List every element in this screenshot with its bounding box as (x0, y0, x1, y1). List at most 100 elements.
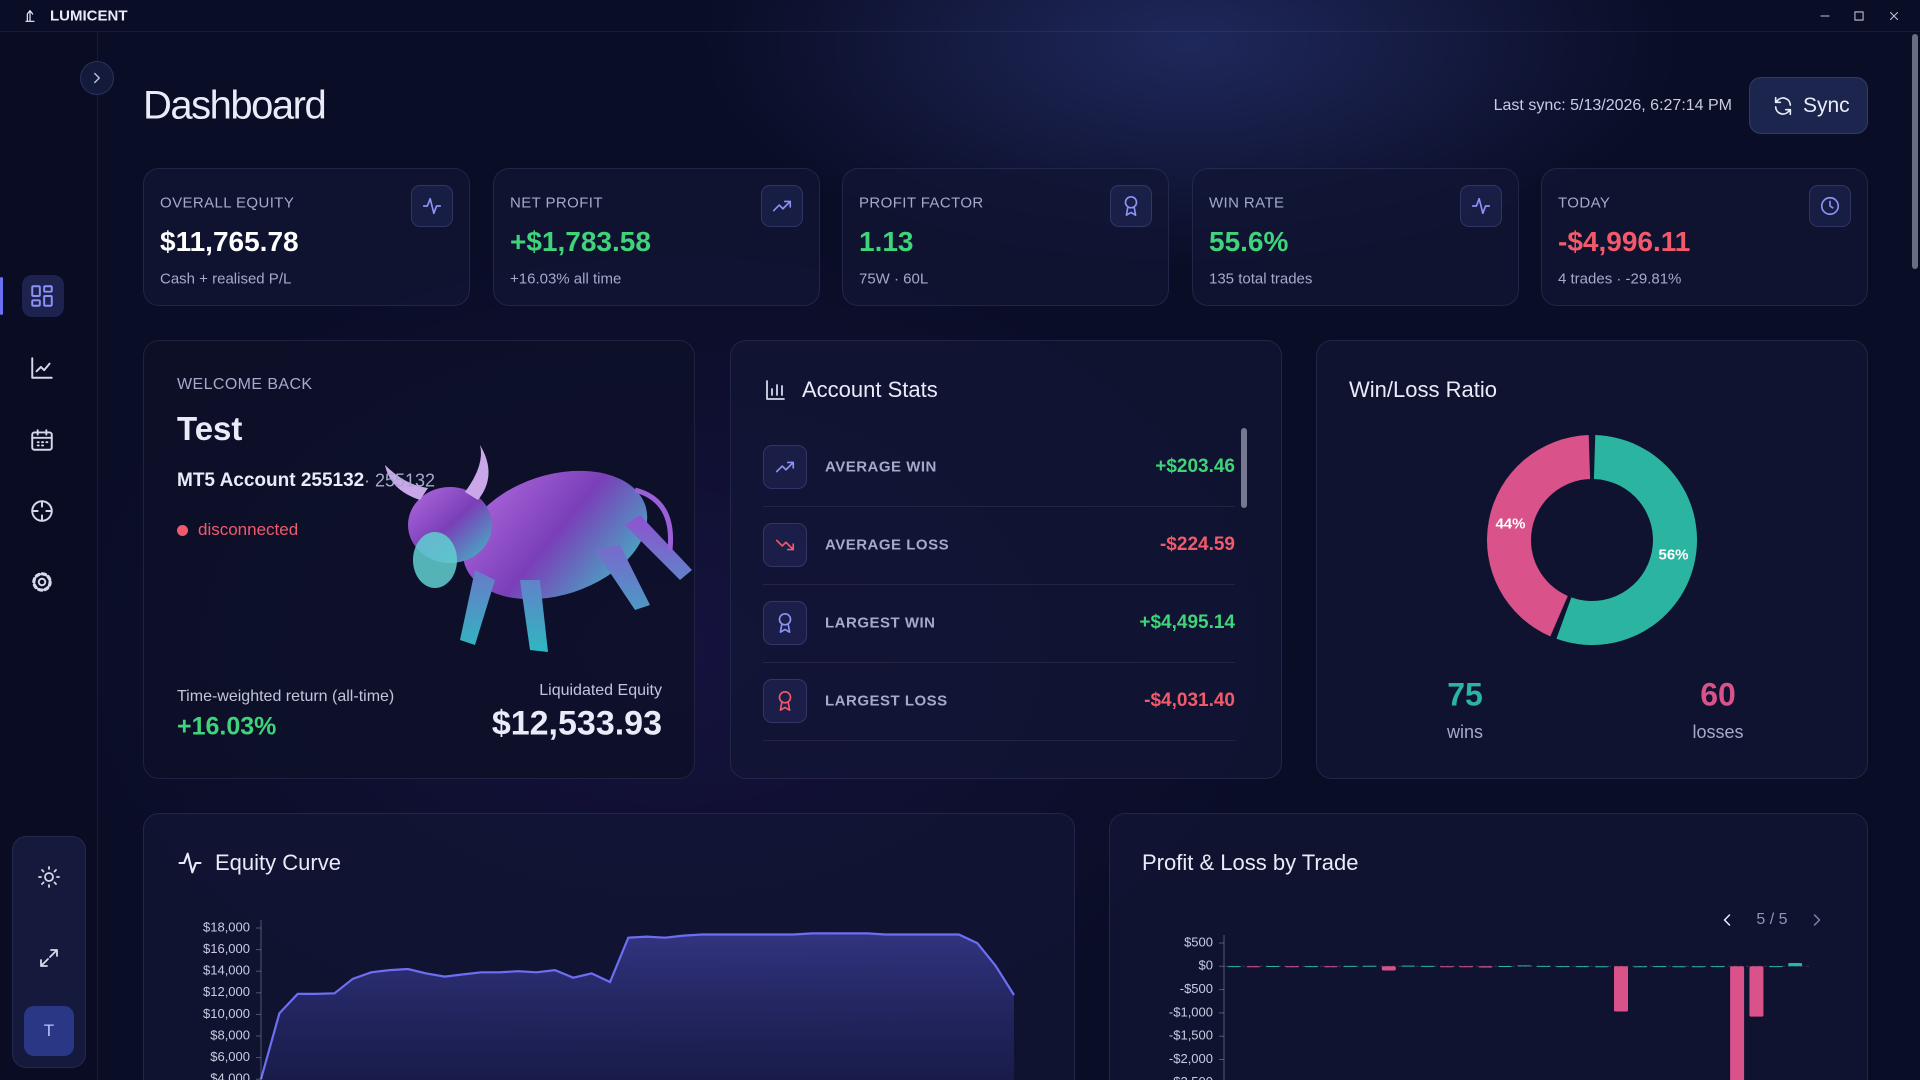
icon-part (766, 380, 785, 400)
icon-part (772, 200, 792, 212)
kpi-label: TODAY (1558, 194, 1611, 212)
stat-value: -$224.59 (1159, 534, 1235, 555)
last-sync: Last sync: 5/13/2026, 6:27:14 PM (1493, 97, 1732, 114)
kpi-value: $11,765.78 (160, 226, 299, 257)
icon-part (1774, 96, 1792, 116)
sync-button[interactable] (1749, 77, 1868, 134)
stat-label: LARGEST LOSS (825, 692, 948, 710)
icon-part (775, 461, 795, 473)
stat-label: AVERAGE LOSS (825, 536, 950, 554)
icon-part (634, 487, 674, 551)
kpi-icon-box (1809, 185, 1851, 227)
icon-part (1124, 196, 1138, 209)
kpi-label: PROFIT FACTOR (859, 194, 984, 212)
icon-part (31, 357, 53, 379)
page-scrollbar[interactable] (1912, 34, 1918, 269)
stat-value: +$203.46 (1155, 456, 1235, 477)
user-avatar[interactable] (24, 1006, 74, 1056)
stat-icon-box (763, 601, 807, 645)
sync-icon (1774, 96, 1792, 116)
liquidated-value: $12,533.93 (491, 704, 662, 743)
nav-grid[interactable] (29, 283, 55, 309)
stat-label: AVERAGE WIN (825, 458, 937, 476)
kpi-label: WIN RATE (1209, 194, 1285, 212)
minimize-button[interactable] (1818, 9, 1832, 23)
stats-scrollbar[interactable] (1241, 428, 1247, 508)
icon-part (43, 285, 53, 293)
account-stats-card (730, 340, 1282, 779)
sidebar (0, 32, 98, 1080)
kpi-icon (1471, 197, 1491, 215)
nav-chart[interactable] (29, 355, 55, 381)
win-loss-title: Win/Loss Ratio (1349, 377, 1497, 402)
active-nav-bg (22, 275, 64, 317)
stat-icon-box (763, 523, 807, 567)
kpi-value: +$1,783.58 (510, 226, 651, 257)
stat-icon-box (763, 679, 807, 723)
pager-prev[interactable] (1717, 910, 1737, 930)
nav-cal[interactable] (29, 427, 55, 453)
stat-icon-box (763, 445, 807, 489)
stat-icon (775, 539, 795, 551)
equity-title: Equity Curve (215, 850, 341, 875)
icon-part (779, 623, 791, 633)
equity-icon (178, 852, 202, 874)
collapse-button[interactable] (80, 61, 114, 95)
icon-part (31, 431, 53, 451)
collapse-icon (94, 72, 100, 84)
title-bar (0, 0, 1920, 32)
kpi-sub: Cash + realised P/L (160, 270, 292, 288)
icon-part (43, 295, 53, 307)
kpi-icon-box (1110, 185, 1152, 227)
icon-part (40, 949, 58, 967)
connection-status: disconnected (198, 520, 299, 539)
icon-part (1829, 200, 1834, 209)
account-id: · 255132 (364, 470, 436, 491)
close-button[interactable] (1887, 9, 1901, 23)
status-dot (177, 525, 188, 536)
kpi-label: OVERALL EQUITY (160, 194, 295, 212)
icon-part (422, 197, 442, 215)
kpi-icon-box (761, 185, 803, 227)
fullscreen-toggle[interactable] (37, 946, 61, 970)
stat-label: LARGEST WIN (825, 614, 936, 632)
icon-part (38, 866, 60, 888)
kpi-icon (1124, 196, 1138, 216)
kpi-icon (422, 197, 442, 215)
icon-part (25, 10, 35, 22)
stat-icon (778, 613, 792, 633)
account-name: MT5 Account 255132 (177, 470, 365, 491)
pager-next[interactable] (1807, 910, 1827, 930)
nav-target[interactable] (29, 498, 55, 524)
stats-title: Account Stats (802, 377, 938, 402)
kpi-value: -$4,996.11 (1558, 226, 1691, 257)
icon-part (1820, 196, 1840, 216)
twr-value: +16.03% (177, 712, 277, 741)
nav-gear[interactable] (29, 569, 55, 595)
liquidated-label: Liquidated Equity (539, 682, 662, 699)
icon-part (94, 72, 100, 84)
user-initial: T (43, 1021, 55, 1040)
stat-value: -$4,031.40 (1144, 690, 1235, 711)
icon-part (1125, 206, 1137, 216)
icon-part (178, 852, 202, 874)
icon-part (413, 532, 457, 588)
theme-toggle[interactable] (37, 865, 61, 889)
bull-illustration (385, 445, 692, 652)
active-indicator (0, 277, 3, 315)
pager-label: 5 / 5 (1756, 911, 1788, 928)
twr-label: Time-weighted return (all-time) (177, 688, 395, 705)
kpi-sub: 135 total trades (1209, 270, 1313, 288)
icon-part (1813, 914, 1821, 926)
app-logo (25, 10, 35, 22)
maximize-button[interactable] (1852, 9, 1866, 23)
kpi-icon-box (411, 185, 453, 227)
stat-divider (763, 506, 1235, 507)
icon-part (32, 572, 52, 592)
icon-part (778, 691, 792, 704)
kpi-icon (772, 200, 792, 212)
icon-part (385, 445, 489, 500)
icon-part (1471, 197, 1491, 215)
app-name: LUMICENT (50, 7, 128, 25)
